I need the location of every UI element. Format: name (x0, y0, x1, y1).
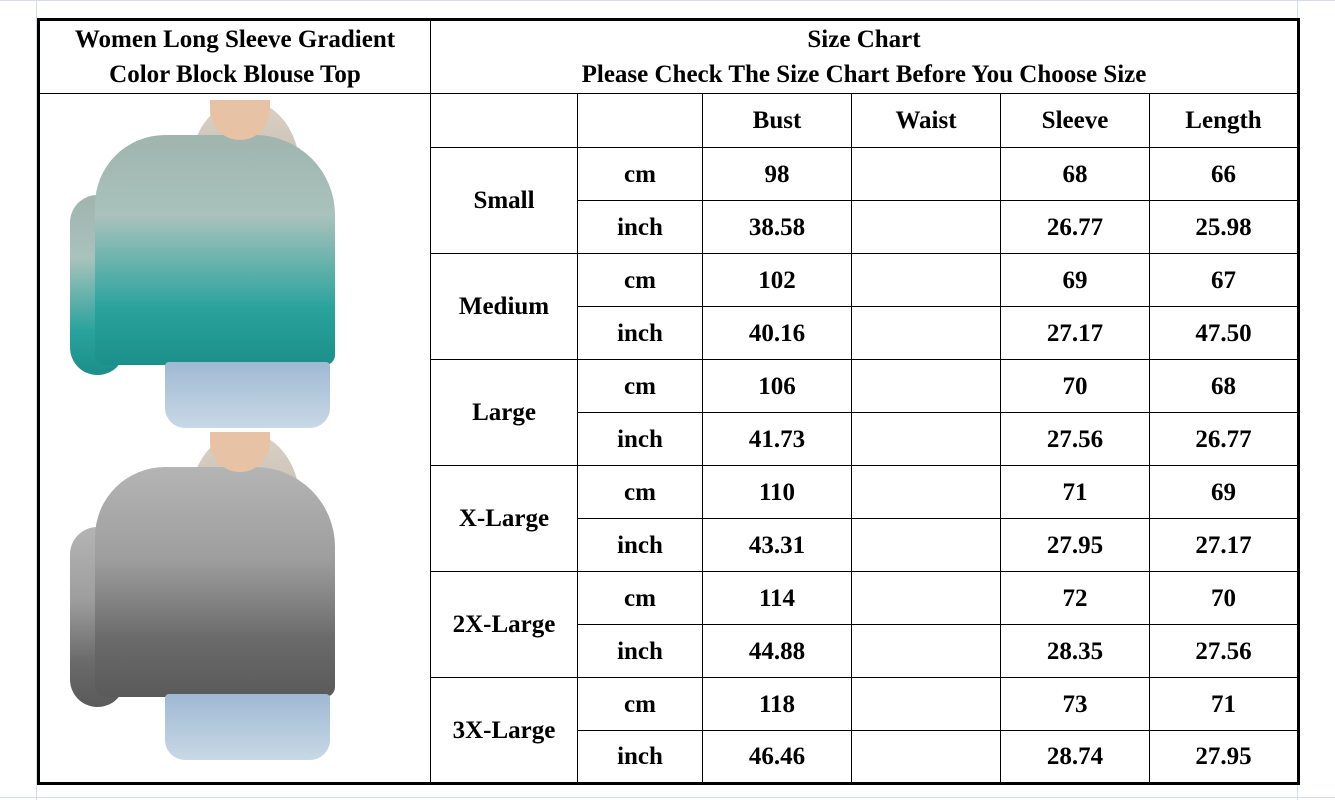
measurement-cell (851, 571, 1001, 625)
measurement-cell: 27.95 (1000, 518, 1150, 572)
table-row: inch 46.46 28.74 27.95 (39, 730, 1299, 784)
measurement-cell (851, 624, 1001, 678)
measurement-cell: 27.17 (1000, 306, 1150, 360)
measurement-cell: 118 (702, 677, 852, 731)
measurement-cell: 70 (1149, 571, 1299, 625)
size-name-cell: Large (430, 359, 578, 466)
measurement-cell: 26.77 (1149, 412, 1299, 466)
measurement-cell: 102 (702, 253, 852, 307)
measurement-cell: 43.31 (702, 518, 852, 572)
unit-cell: inch (577, 200, 703, 254)
measurement-cell (851, 306, 1001, 360)
unit-cell: inch (577, 624, 703, 678)
measurement-cell: 69 (1149, 465, 1299, 519)
chart-title-cell: Size Chart Please Check The Size Chart Be… (430, 19, 1299, 94)
size-name-cell: 2X-Large (430, 571, 578, 678)
unit-cell: cm (577, 571, 703, 625)
measurement-cell (851, 518, 1001, 572)
table-row: inch 43.31 27.95 27.17 (39, 518, 1299, 572)
unit-cell: cm (577, 359, 703, 413)
measurement-cell: 67 (1149, 253, 1299, 307)
measurement-cell: 114 (702, 571, 852, 625)
measurement-cell: 27.95 (1149, 730, 1299, 784)
column-header-bust: Bust (702, 93, 852, 148)
model-photo-gray-gradient-top (70, 432, 335, 772)
chart-title: Size Chart (807, 26, 921, 53)
measurement-cell: 73 (1000, 677, 1150, 731)
unit-cell: inch (577, 730, 703, 784)
product-title-line: Color Block Blouse Top (109, 61, 361, 88)
measurement-cell: 26.77 (1000, 200, 1150, 254)
model-photo-teal-gradient-top (70, 100, 335, 432)
measurement-cell (851, 465, 1001, 519)
measurement-cell: 28.74 (1000, 730, 1150, 784)
measurement-cell (851, 200, 1001, 254)
size-name-cell: 3X-Large (430, 677, 578, 784)
size-name-cell: X-Large (430, 465, 578, 572)
table-row: 2X-Large cm 114 72 70 (39, 571, 1299, 678)
unit-cell: cm (577, 147, 703, 201)
unit-cell: inch (577, 412, 703, 466)
unit-cell: cm (577, 253, 703, 307)
table-row: Large cm 106 70 68 (39, 359, 1299, 466)
measurement-cell: 41.73 (702, 412, 852, 466)
size-name-cell: Medium (430, 253, 578, 360)
measurement-cell: 27.56 (1149, 624, 1299, 678)
measurement-cell: 44.88 (702, 624, 852, 678)
measurement-cell: 38.58 (702, 200, 852, 254)
table-row: 3X-Large cm 118 73 71 (39, 677, 1299, 784)
measurement-cell: 68 (1149, 359, 1299, 413)
product-title-line: Women Long Sleeve Gradient (74, 26, 396, 53)
measurement-cell: 71 (1149, 677, 1299, 731)
unit-cell: inch (577, 518, 703, 572)
measurement-cell: 68 (1000, 147, 1150, 201)
empty-header-cell (577, 93, 703, 148)
measurement-cell: 47.50 (1149, 306, 1299, 360)
table-row: inch 41.73 27.56 26.77 (39, 412, 1299, 466)
measurement-cell: 106 (702, 359, 852, 413)
unit-cell: cm (577, 677, 703, 731)
measurement-cell: 69 (1000, 253, 1150, 307)
measurement-cell (851, 412, 1001, 466)
measurement-cell (851, 730, 1001, 784)
measurement-cell: 98 (702, 147, 852, 201)
product-title-cell: Women Long Sleeve Gradient Color Block Bl… (38, 19, 431, 94)
measurement-cell (851, 253, 1001, 307)
column-header-sleeve: Sleeve (1000, 93, 1150, 148)
measurement-cell: 71 (1000, 465, 1150, 519)
unit-cell: inch (577, 306, 703, 360)
measurement-cell (851, 147, 1001, 201)
measurement-cell (851, 359, 1001, 413)
measurement-cell: 46.46 (702, 730, 852, 784)
product-images-cell (38, 93, 431, 784)
table-row: inch 44.88 28.35 27.56 (39, 624, 1299, 678)
measurement-cell (851, 677, 1001, 731)
measurement-cell: 25.98 (1149, 200, 1299, 254)
measurement-cell: 66 (1149, 147, 1299, 201)
measurement-cell: 110 (702, 465, 852, 519)
chart-subtitle: Please Check The Size Chart Before You C… (581, 61, 1147, 88)
unit-cell: cm (577, 465, 703, 519)
measurement-cell: 28.35 (1000, 624, 1150, 678)
column-header-length: Length (1149, 93, 1299, 148)
size-chart-table: Women Long Sleeve Gradient Color Block Bl… (37, 18, 1300, 785)
measurement-cell: 27.56 (1000, 412, 1150, 466)
table-row: inch 40.16 27.17 47.50 (39, 306, 1299, 360)
size-name-cell: Small (430, 147, 578, 254)
measurement-cell: 27.17 (1149, 518, 1299, 572)
empty-header-cell (430, 93, 578, 148)
column-header-waist: Waist (851, 93, 1001, 148)
measurement-cell: 72 (1000, 571, 1150, 625)
table-row: inch 38.58 26.77 25.98 (39, 200, 1299, 254)
measurement-cell: 40.16 (702, 306, 852, 360)
measurement-cell: 70 (1000, 359, 1150, 413)
table-row: Medium cm 102 69 67 (39, 253, 1299, 360)
